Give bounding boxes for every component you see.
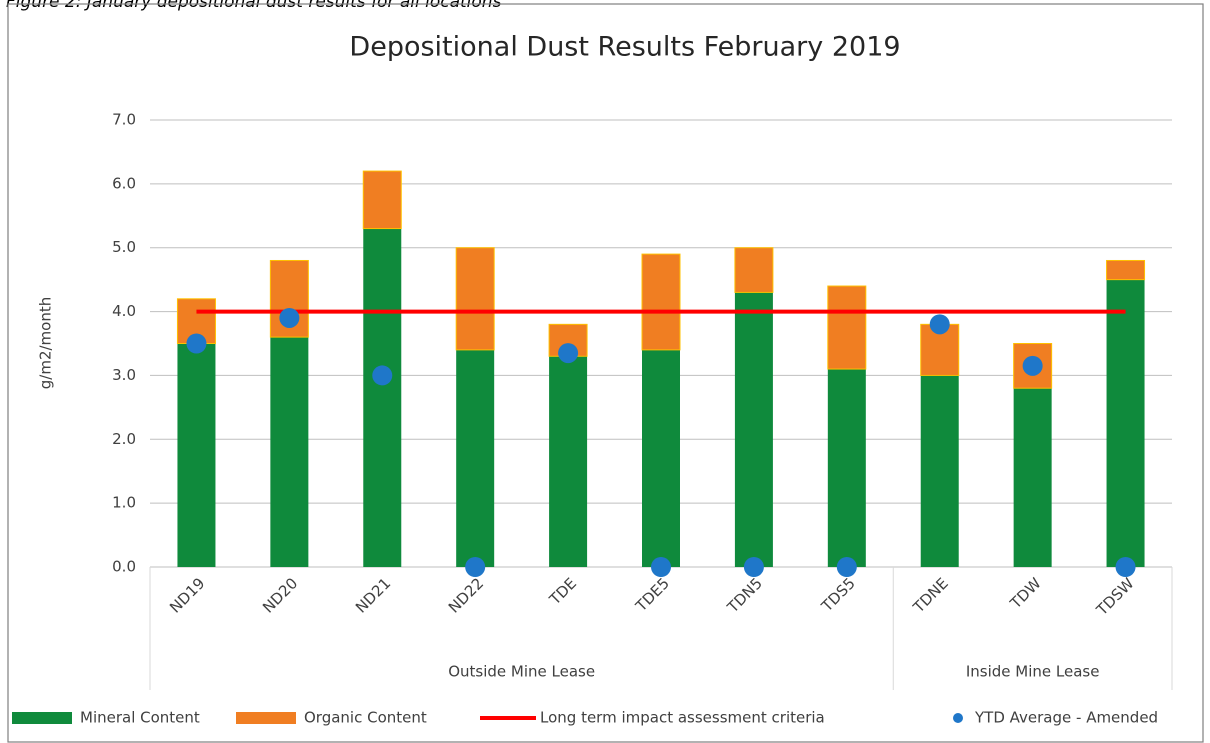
bar-segment xyxy=(920,375,959,567)
y-tick-label: 1.0 xyxy=(112,494,136,512)
bar-segment xyxy=(734,247,774,293)
legend-label: Mineral Content xyxy=(80,709,200,727)
legend-label: Long term impact assessment criteria xyxy=(540,709,825,727)
x-tick-label: TDW xyxy=(1006,574,1045,613)
x-tick-label: ND20 xyxy=(259,574,301,616)
ytd-dot xyxy=(1115,557,1136,577)
legend-label: YTD Average - Amended xyxy=(974,709,1158,727)
ytd-dot xyxy=(929,314,950,335)
bar-segment xyxy=(1106,279,1145,567)
bar-segment xyxy=(1106,259,1146,281)
bar-segment xyxy=(270,337,309,567)
ytd-dot xyxy=(1022,355,1043,376)
x-tick-label: TDS5 xyxy=(817,574,859,616)
bar-segment xyxy=(827,285,867,370)
x-tick-label: TDE xyxy=(545,574,580,609)
y-tick-label: 3.0 xyxy=(112,366,136,384)
ytd-dot xyxy=(372,365,393,386)
bar-segment xyxy=(549,356,588,567)
x-tick-label: TDN5 xyxy=(723,574,766,617)
bar-segment xyxy=(456,349,495,567)
x-tick-label: TDE5 xyxy=(631,574,673,616)
group-label: Outside Mine Lease xyxy=(448,663,595,681)
bar-segment xyxy=(642,349,680,567)
y-tick-label: 0.0 xyxy=(112,558,136,576)
bar-segment xyxy=(641,253,681,351)
bar-segment xyxy=(177,343,216,567)
x-tick-label: ND21 xyxy=(352,574,394,616)
y-tick-label: 7.0 xyxy=(112,111,136,129)
legend-swatch xyxy=(953,713,963,723)
ytd-dot xyxy=(279,307,300,328)
ytd-dot xyxy=(558,343,579,364)
legend-swatch xyxy=(12,712,72,724)
y-axis-label: g/m2/month xyxy=(37,297,55,389)
bar-segment xyxy=(734,292,773,567)
bar-segment xyxy=(363,228,402,568)
legend-label: Organic Content xyxy=(304,709,427,727)
y-tick-label: 4.0 xyxy=(112,302,136,320)
ytd-dot xyxy=(836,557,857,577)
bar-segment xyxy=(362,170,402,230)
bar-segment xyxy=(1013,388,1052,567)
group-label: Inside Mine Lease xyxy=(966,663,1100,681)
y-tick-label: 2.0 xyxy=(112,430,136,448)
y-tick-label: 6.0 xyxy=(112,174,136,192)
caption: Figure 2: January depositional dust resu… xyxy=(6,0,502,12)
ytd-dot xyxy=(651,557,671,577)
y-tick-label: 5.0 xyxy=(112,238,136,256)
chart-frame xyxy=(7,3,1204,743)
bar-segment xyxy=(455,247,495,351)
ytd-dot xyxy=(743,557,764,577)
bar-segment xyxy=(827,369,866,567)
ytd-dot xyxy=(186,333,207,354)
x-tick-label: TDSW xyxy=(1092,574,1137,619)
chart-title: Depositional Dust Results February 2019 xyxy=(349,32,900,63)
legend-swatch xyxy=(236,712,296,724)
x-tick-label: ND19 xyxy=(166,574,208,616)
ytd-dot xyxy=(465,557,486,577)
x-tick-label: ND22 xyxy=(445,574,487,616)
x-tick-label: TDNE xyxy=(909,574,952,617)
